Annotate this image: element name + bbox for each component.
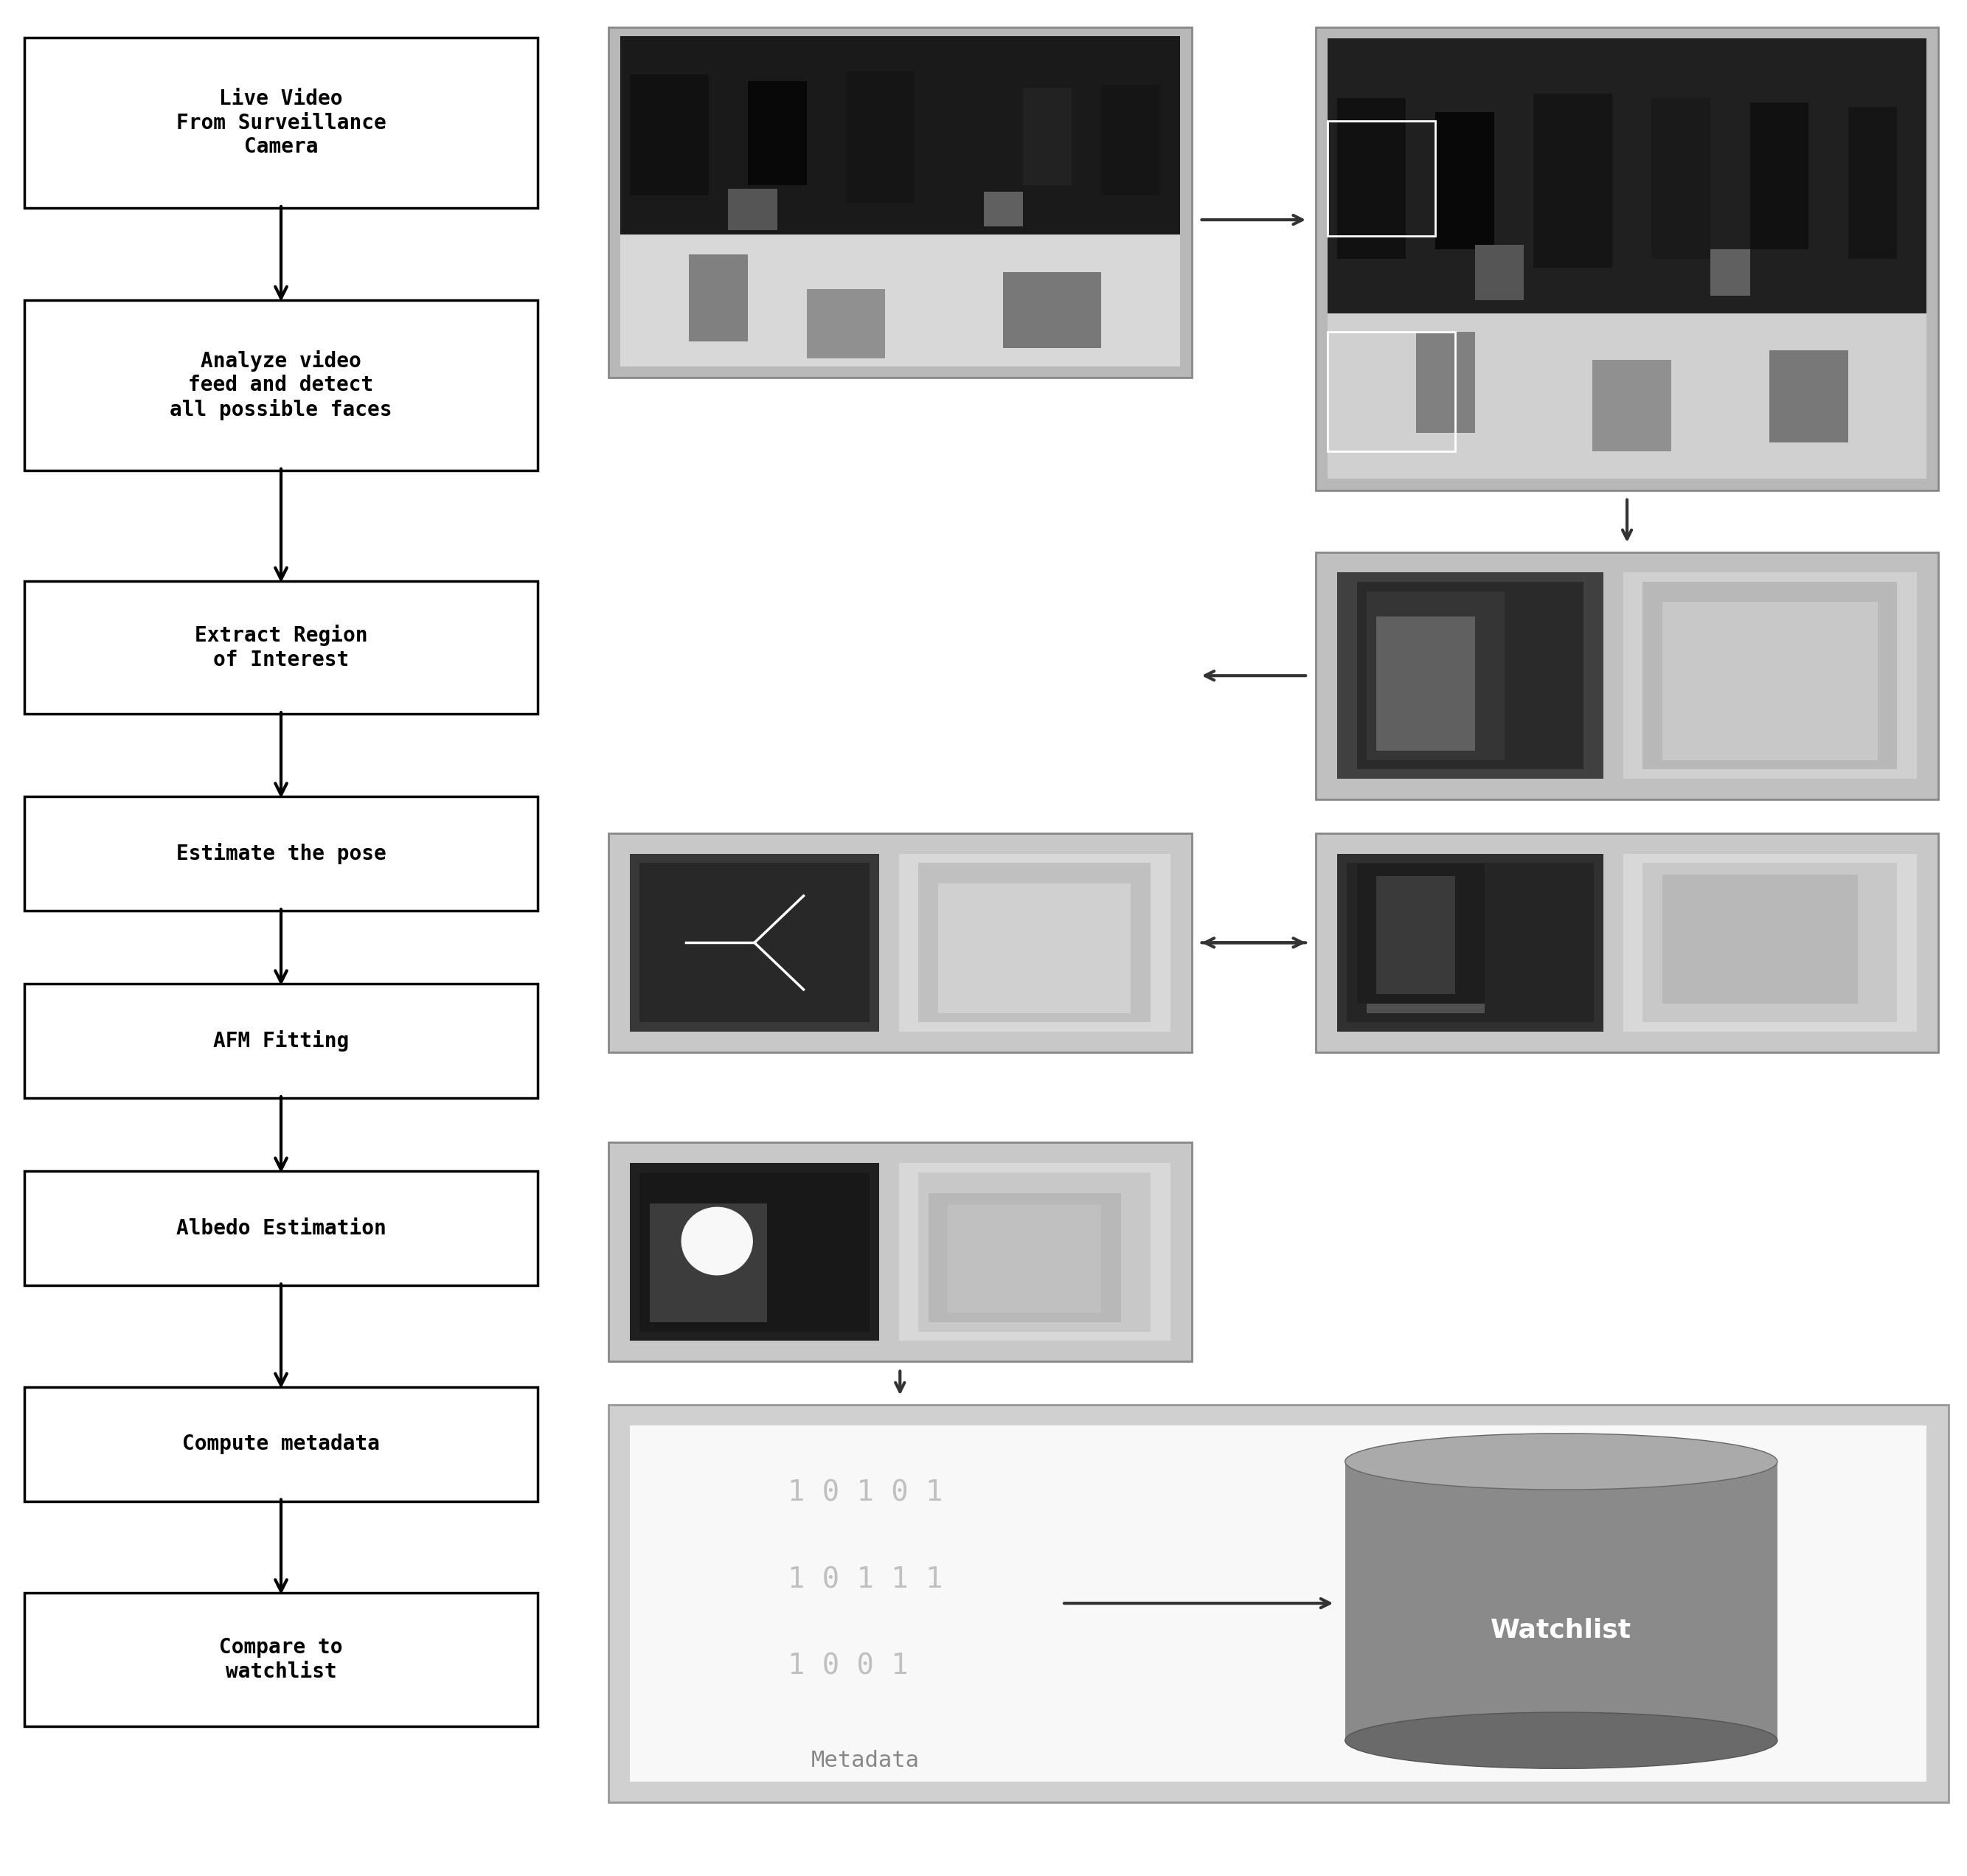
- Bar: [1711, 250, 1751, 295]
- Bar: [1652, 98, 1711, 259]
- Bar: [1593, 360, 1672, 452]
- Bar: [1416, 332, 1475, 433]
- FancyBboxPatch shape: [26, 1593, 537, 1726]
- Bar: [688, 255, 747, 341]
- Bar: [806, 289, 885, 358]
- Bar: [1328, 332, 1456, 452]
- Bar: [620, 36, 1180, 236]
- Bar: [1623, 854, 1918, 1032]
- Bar: [924, 81, 983, 195]
- Bar: [1345, 1461, 1778, 1741]
- Bar: [1623, 572, 1918, 779]
- Bar: [1770, 351, 1849, 443]
- Ellipse shape: [1345, 1713, 1778, 1769]
- Bar: [639, 1172, 869, 1332]
- Text: Compare to
watchlist: Compare to watchlist: [218, 1638, 342, 1681]
- Bar: [1642, 582, 1898, 769]
- FancyBboxPatch shape: [26, 1386, 537, 1501]
- Bar: [629, 854, 879, 1032]
- Bar: [728, 189, 777, 231]
- Bar: [1377, 617, 1475, 750]
- Text: 1 0 1 1 1: 1 0 1 1 1: [789, 1566, 944, 1593]
- Bar: [846, 71, 915, 203]
- Bar: [639, 863, 869, 1022]
- Bar: [1102, 84, 1161, 195]
- Bar: [1328, 120, 1436, 236]
- Bar: [1345, 1490, 1778, 1741]
- Bar: [1377, 876, 1456, 994]
- FancyBboxPatch shape: [608, 1405, 1947, 1801]
- Bar: [1338, 572, 1603, 779]
- Ellipse shape: [1345, 1433, 1778, 1490]
- Bar: [1662, 874, 1859, 1004]
- Text: Albedo Estimation: Albedo Estimation: [175, 1218, 386, 1238]
- FancyBboxPatch shape: [1316, 28, 1937, 490]
- Bar: [629, 1426, 1928, 1782]
- Text: Analyze video
feed and detect
all possible faces: Analyze video feed and detect all possib…: [169, 351, 391, 420]
- Bar: [1436, 113, 1495, 250]
- Bar: [1849, 107, 1898, 259]
- FancyBboxPatch shape: [26, 983, 537, 1097]
- Bar: [1347, 863, 1593, 1022]
- Bar: [919, 1172, 1151, 1332]
- FancyBboxPatch shape: [26, 582, 537, 715]
- Text: 1 0 1 0 1: 1 0 1 0 1: [789, 1478, 944, 1506]
- Bar: [1475, 246, 1524, 300]
- Bar: [629, 1163, 879, 1341]
- Bar: [1338, 98, 1406, 259]
- Text: Extract Region
of Interest: Extract Region of Interest: [195, 625, 368, 670]
- Bar: [1367, 591, 1505, 760]
- Bar: [928, 1193, 1121, 1323]
- FancyBboxPatch shape: [26, 1171, 537, 1285]
- Bar: [948, 1204, 1102, 1313]
- Bar: [1534, 94, 1613, 268]
- Bar: [1751, 103, 1810, 250]
- Bar: [620, 234, 1180, 366]
- Text: Compute metadata: Compute metadata: [183, 1433, 380, 1454]
- Text: AFM Fitting: AFM Fitting: [212, 1030, 348, 1052]
- Bar: [1328, 38, 1928, 313]
- Bar: [1357, 582, 1583, 769]
- Circle shape: [683, 1208, 753, 1276]
- Bar: [919, 863, 1151, 1022]
- Text: Estimate the pose: Estimate the pose: [175, 842, 386, 865]
- FancyBboxPatch shape: [1316, 552, 1937, 799]
- Bar: [1338, 854, 1603, 1032]
- Text: Live Video
From Surveillance
Camera: Live Video From Surveillance Camera: [175, 88, 386, 158]
- Text: Metadata: Metadata: [812, 1750, 921, 1771]
- FancyBboxPatch shape: [1316, 833, 1937, 1052]
- FancyBboxPatch shape: [26, 300, 537, 471]
- Text: Watchlist: Watchlist: [1491, 1617, 1633, 1643]
- Bar: [1357, 863, 1485, 1004]
- Bar: [1023, 88, 1072, 186]
- Bar: [1003, 272, 1102, 349]
- Text: 1 0 0 1: 1 0 0 1: [789, 1653, 944, 1681]
- FancyBboxPatch shape: [26, 38, 537, 208]
- Bar: [938, 884, 1131, 1013]
- Bar: [747, 81, 806, 186]
- Bar: [1662, 602, 1878, 760]
- Bar: [983, 191, 1023, 227]
- Bar: [1328, 313, 1928, 478]
- Bar: [899, 854, 1170, 1032]
- Bar: [1377, 887, 1456, 994]
- Bar: [899, 1163, 1170, 1341]
- FancyBboxPatch shape: [608, 1142, 1192, 1362]
- Bar: [1642, 863, 1898, 1022]
- FancyBboxPatch shape: [608, 28, 1192, 377]
- FancyBboxPatch shape: [26, 797, 537, 912]
- Bar: [649, 1204, 767, 1323]
- Bar: [629, 75, 708, 195]
- Bar: [1367, 884, 1485, 1013]
- FancyBboxPatch shape: [608, 833, 1192, 1052]
